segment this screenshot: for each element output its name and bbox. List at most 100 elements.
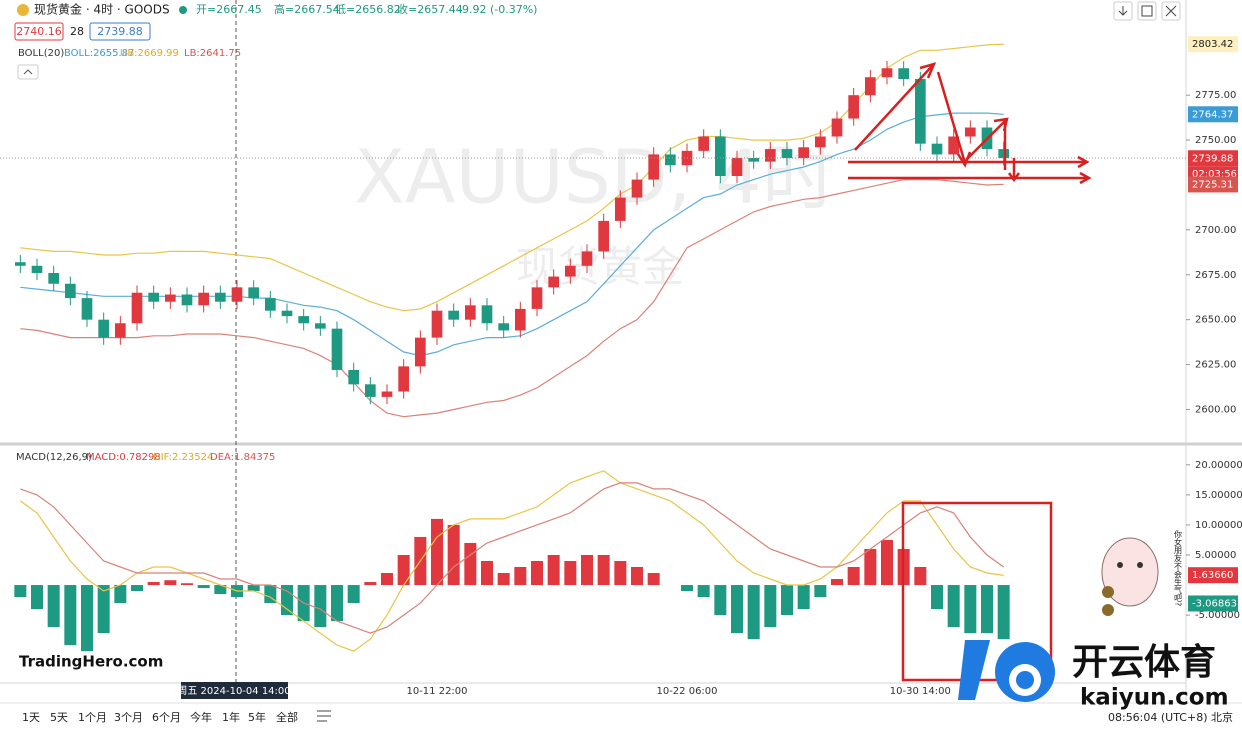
candle-body <box>348 369 359 385</box>
arrow <box>965 119 1007 161</box>
indicator-line <box>20 482 1005 634</box>
y-tick-label: 10.00000 <box>1195 520 1242 531</box>
sell-box[interactable] <box>14 22 64 41</box>
range-button[interactable]: 1个月 <box>78 711 107 724</box>
collapse-icon <box>23 69 33 75</box>
range-button[interactable]: 3个月 <box>114 711 143 724</box>
candle-body <box>648 154 659 180</box>
window-buttons <box>1113 1 1181 21</box>
range-button[interactable]: 5年 <box>248 710 266 724</box>
collapse-button[interactable] <box>17 64 39 80</box>
candle-body <box>148 292 159 302</box>
candle-body <box>281 310 293 317</box>
macd-bar <box>447 524 460 586</box>
price-tag-label: 2803.42 <box>1192 39 1233 50</box>
buy-box[interactable] <box>89 22 151 41</box>
spread: 28 <box>70 25 84 38</box>
macd-bar <box>147 582 160 586</box>
price-tag-label: 1.63660 <box>1192 570 1233 581</box>
macd-bar <box>864 548 877 586</box>
arrow <box>854 65 933 151</box>
price-tag <box>1188 567 1238 584</box>
macd-bar <box>847 567 860 586</box>
candle-body <box>431 310 443 338</box>
price-tag-label: 2739.88 <box>1192 153 1233 164</box>
candle-body <box>515 308 526 331</box>
macd-bar <box>914 567 927 586</box>
macd-bar <box>214 585 227 595</box>
arrow <box>848 171 1092 185</box>
candle-body <box>615 197 626 221</box>
price-tag <box>1188 150 1238 167</box>
sticker-eye <box>1117 562 1123 568</box>
status-dot <box>179 6 187 14</box>
macd-bar <box>497 573 510 586</box>
candle-body <box>131 292 143 324</box>
candle-body <box>481 305 493 324</box>
range-button[interactable]: 全部 <box>276 710 298 724</box>
candle-body <box>398 366 409 392</box>
y-tick-label: 2650.00 <box>1195 315 1236 326</box>
buy-price[interactable]: 2739.88 <box>97 25 143 38</box>
button[interactable] <box>1137 1 1157 21</box>
macd-bar <box>81 585 93 652</box>
range-button[interactable]: 1年 <box>222 710 240 724</box>
legend-item: DEA:1.84375 <box>210 452 275 463</box>
range-button[interactable]: 6个月 <box>152 711 181 724</box>
macd-bar <box>131 585 143 592</box>
brand-name: 开云体育 <box>1072 642 1216 683</box>
legend-item: UB:2669.99 <box>120 48 179 59</box>
candle-body <box>598 220 609 252</box>
toolbar-icon[interactable] <box>317 710 331 722</box>
macd-bar <box>714 585 727 616</box>
countdown: 02:03:56 <box>1192 169 1237 180</box>
watermark-title: XAUUSD, 4时 <box>354 135 836 221</box>
icon <box>1165 5 1177 17</box>
candle-body <box>65 283 76 299</box>
candle-body <box>331 328 343 370</box>
candle-body <box>915 79 926 144</box>
brand-mark <box>958 640 1055 702</box>
macd-bar <box>314 585 327 628</box>
ohlc-close: 收=2657.44 <box>397 2 463 16</box>
candle-body <box>231 287 243 302</box>
legend-item: MACD(12,26,9) <box>16 452 92 463</box>
macd-bar <box>364 582 377 586</box>
candle-body <box>931 143 943 155</box>
candle-body <box>831 118 843 137</box>
candle-body <box>548 276 559 288</box>
candle-body <box>498 323 509 331</box>
macd-bar <box>731 585 743 634</box>
y-tick-label: 2750.00 <box>1195 135 1236 146</box>
macd-bar <box>97 585 110 634</box>
crosshair-label: 周五 2024-10-04 14:00 <box>177 685 290 697</box>
price-tag-label: 2764.37 <box>1192 109 1233 120</box>
clock: 08:56:04 (UTC+8) 北京 <box>1108 710 1233 724</box>
macd-bar <box>564 560 577 586</box>
macd-bar <box>964 585 977 634</box>
candle-body <box>798 147 809 159</box>
range-button[interactable]: 1天 <box>22 711 40 724</box>
ohlc-low: 低=2656.82 <box>335 3 401 16</box>
range-button[interactable]: 今年 <box>190 710 212 724</box>
macd-bar <box>397 554 410 586</box>
macd-bar <box>31 585 43 610</box>
macd-bar <box>797 585 810 610</box>
price-tag <box>1188 595 1238 612</box>
range-button[interactable]: 5天 <box>50 711 68 724</box>
macd-bar <box>114 585 127 604</box>
price-tag-label: -3.06863 <box>1192 598 1237 609</box>
price-tag-label: 2725.31 <box>1192 179 1233 190</box>
macd-bar <box>331 585 343 622</box>
sticker-badge <box>1102 604 1114 616</box>
symbol: 现货黄金 · 4时 · GOODS <box>34 2 170 17</box>
macd-bar <box>931 585 943 610</box>
arrow <box>848 155 1090 169</box>
macd-bar <box>881 539 893 586</box>
icon <box>1118 6 1128 16</box>
macd-bar <box>631 567 643 586</box>
macd-bar <box>681 585 693 592</box>
macd-bar <box>814 585 827 598</box>
sell-price[interactable]: 2740.16 <box>16 25 62 38</box>
candle-body <box>565 265 576 277</box>
